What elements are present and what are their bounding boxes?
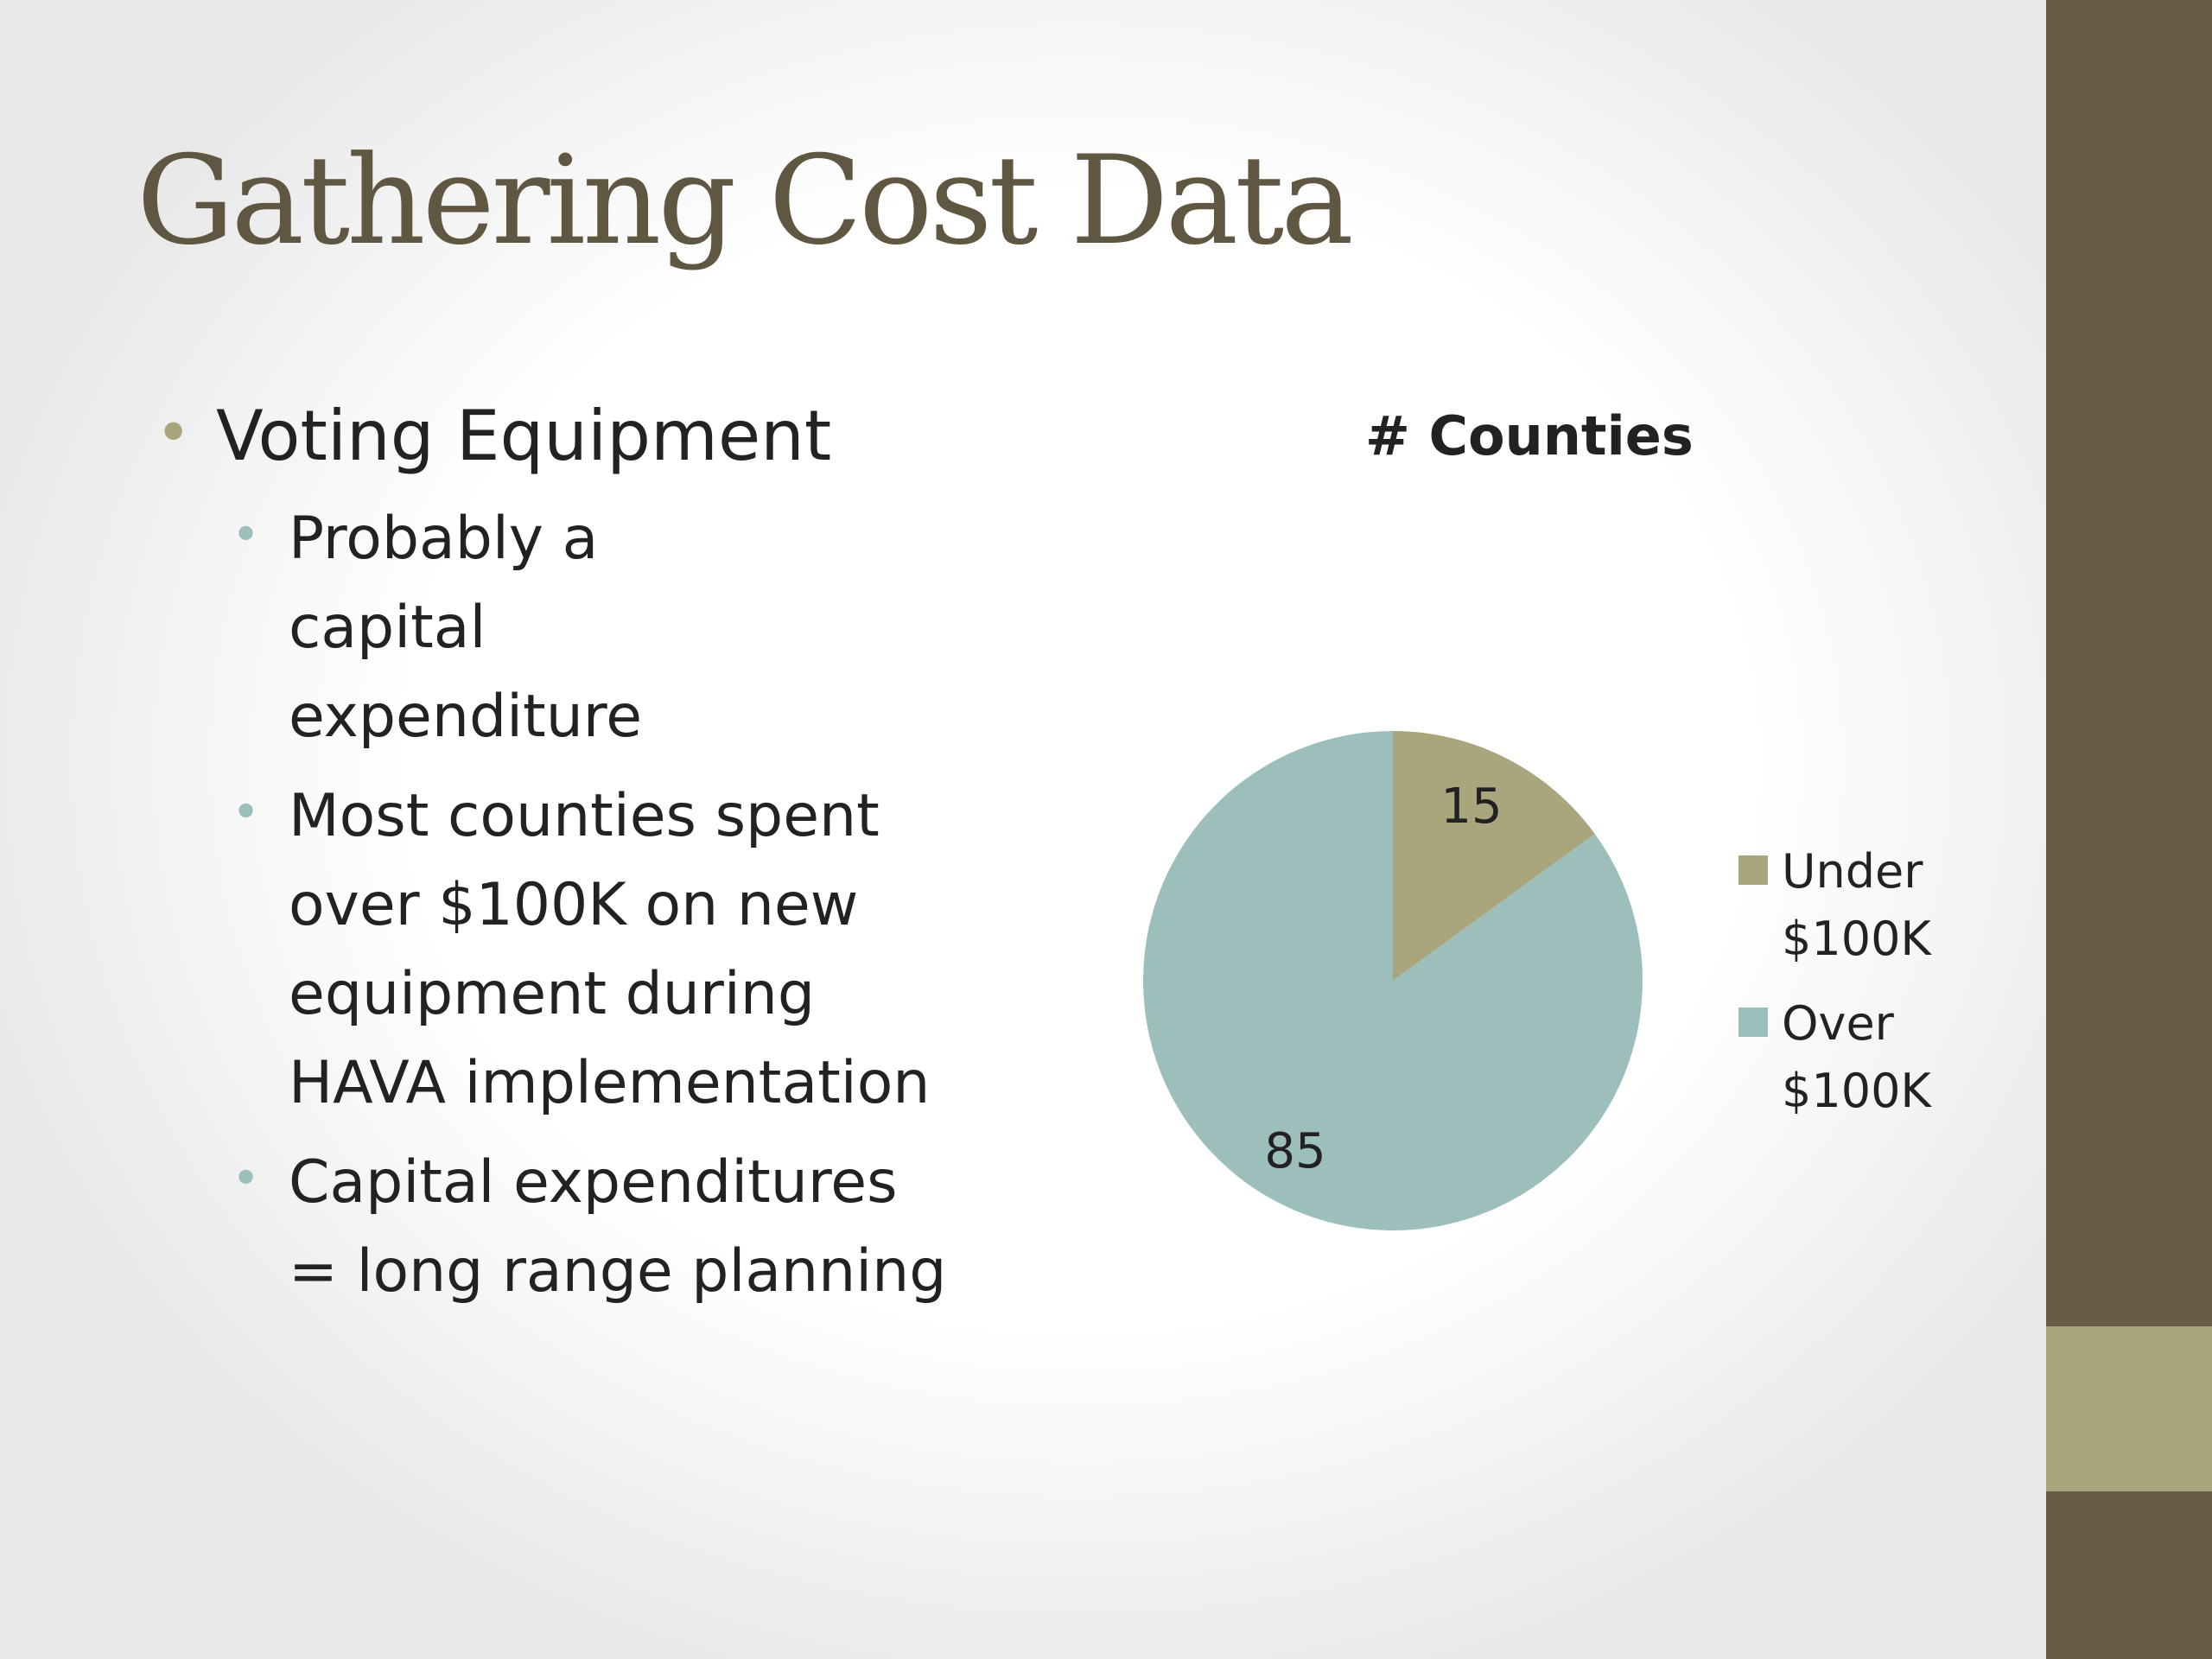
data-label: 15 xyxy=(1440,779,1502,835)
bullet-sub: • Capital expenditures = long range plann… xyxy=(156,1138,963,1316)
bullet-sub: • Most counties spent over $100K on new e… xyxy=(156,772,963,1128)
bullet-list: • Voting Equipment • Probably a capital ex… xyxy=(156,389,1020,1316)
legend-swatch xyxy=(1738,1007,1768,1037)
legend-swatch xyxy=(1738,855,1768,885)
bullet-icon: • xyxy=(232,785,261,841)
bullet-text: Voting Equipment xyxy=(216,396,832,476)
data-label: 85 xyxy=(1264,1123,1325,1179)
decorative-band xyxy=(2046,1326,2212,1491)
bullet-main: • Voting Equipment xyxy=(156,389,1020,484)
legend-label: Over $100K xyxy=(1782,996,1931,1118)
chart-title: # Counties xyxy=(1365,404,1694,467)
bullet-text: Capital expenditures = long range planni… xyxy=(289,1148,947,1306)
pie-slice-1 xyxy=(1142,731,1643,1231)
bullet-icon: • xyxy=(232,507,261,563)
bullet-icon: • xyxy=(156,397,192,468)
bullet-sub: • Probably a capital expenditure xyxy=(156,494,738,761)
legend-label: Under $100K xyxy=(1782,844,1931,966)
slide-title: Gathering Cost Data xyxy=(137,130,1354,272)
bullet-text: Most counties spent over $100K on new eq… xyxy=(289,782,931,1117)
bullet-icon: • xyxy=(232,1151,261,1207)
bullet-text: Probably a capital expenditure xyxy=(289,505,643,751)
pie-slice-0 xyxy=(1393,731,1595,981)
